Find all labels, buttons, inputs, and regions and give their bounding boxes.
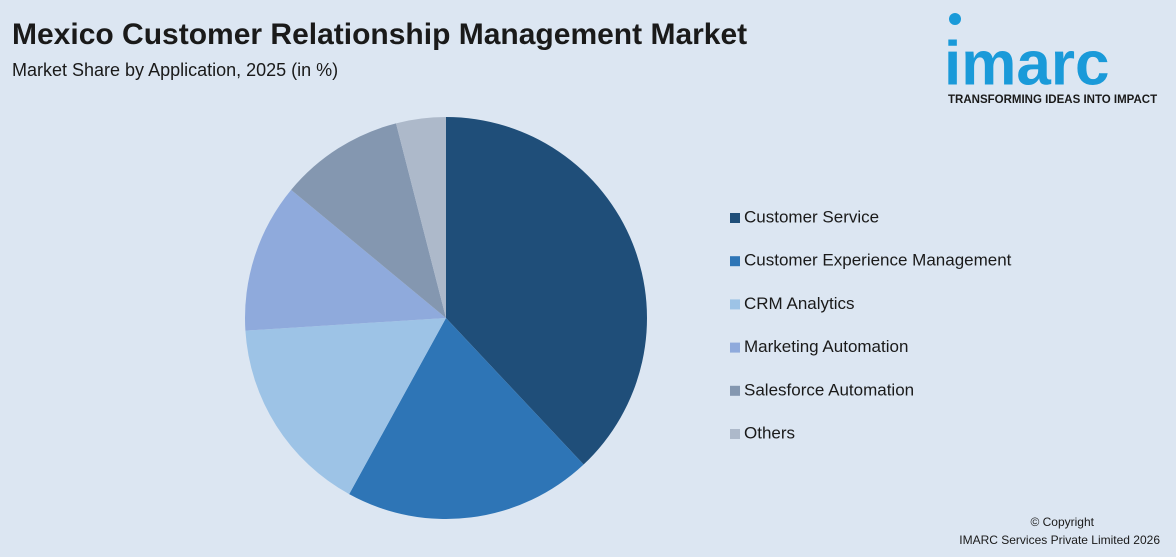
legend-label: Marketing Automation bbox=[744, 337, 908, 356]
pie-slice bbox=[245, 189, 446, 331]
pie-slice bbox=[245, 318, 446, 495]
legend-label: CRM Analytics bbox=[744, 294, 855, 313]
legend-swatch bbox=[730, 256, 740, 267]
pie-slice bbox=[446, 117, 648, 465]
legend-swatch bbox=[730, 385, 740, 396]
pie-slice bbox=[349, 318, 584, 520]
legend-swatch bbox=[730, 299, 740, 310]
logo-tagline: TRANSFORMING IDEAS INTO IMPACT bbox=[948, 94, 1157, 106]
legend-label: Customer Service bbox=[744, 207, 879, 226]
pie-slice bbox=[396, 117, 446, 318]
pie-slice bbox=[291, 123, 446, 318]
legend-swatch bbox=[730, 213, 740, 223]
legend-label: Salesforce Automation bbox=[744, 380, 914, 399]
legend-swatch bbox=[730, 342, 740, 353]
copyright-company: IMARC Services Private Limited 2026 bbox=[959, 533, 1160, 547]
logo: imarc bbox=[944, 29, 1109, 98]
chart-subtitle: Market Share by Application, 2025 (in %) bbox=[12, 60, 338, 80]
chart-title: Mexico Customer Relationship Management … bbox=[12, 18, 747, 51]
copyright: © Copyright bbox=[1030, 515, 1094, 529]
legend-swatch bbox=[730, 429, 740, 439]
legend-label: Customer Experience Management bbox=[744, 251, 1012, 270]
legend-label: Others bbox=[744, 423, 795, 442]
logo-dot bbox=[949, 13, 961, 25]
